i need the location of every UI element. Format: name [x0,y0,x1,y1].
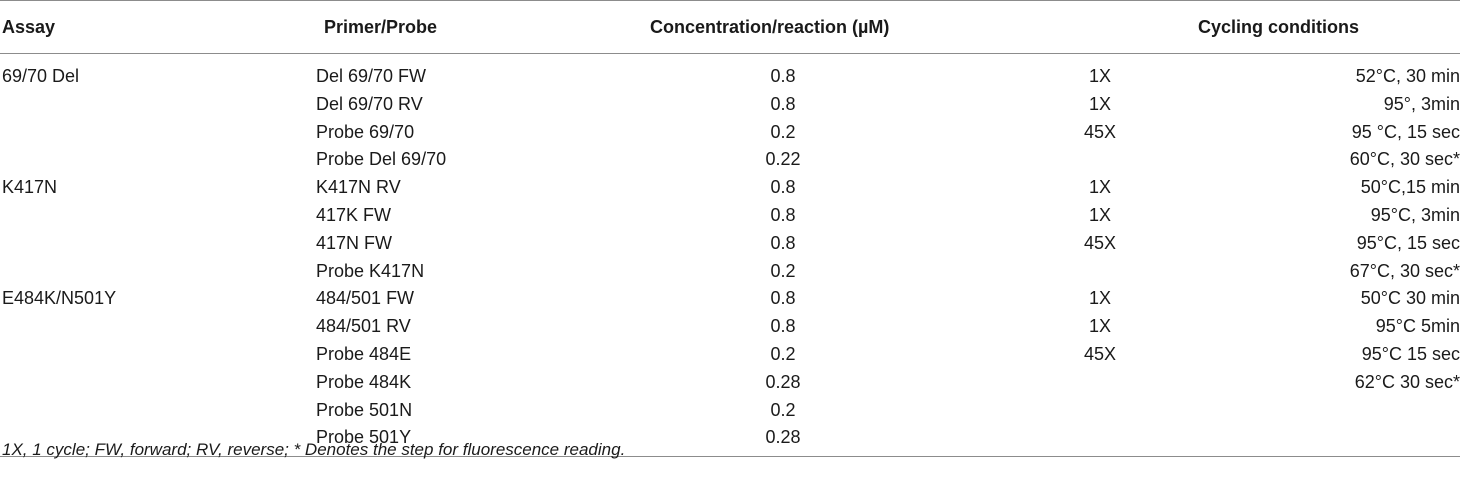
cell-primer-probe: Del 69/70 FW [316,66,427,86]
cell-concentration: 0.2 [770,399,796,420]
cell-cycles: 1X [1088,288,1112,309]
cell-primer-probe: Probe 484K [316,371,412,392]
cell-condition: 95°C 15 sec [1361,344,1460,364]
top-rule [0,0,1460,1]
cell-cycles: 1X [1088,205,1112,225]
cell-concentration: 0.22 [765,149,801,170]
header-assay: Assay [2,17,56,37]
cell-concentration: 0.8 [770,66,796,86]
cell-condition: 95°C, 15 sec [1356,232,1460,253]
cell-concentration: 0.8 [770,232,796,253]
cell-condition: 62°C 30 sec* [1354,371,1460,392]
cell-primer-probe: Probe Del 69/70 [316,149,447,170]
cell-cycles: 45X [1083,121,1117,142]
cell-primer-probe: 484/501 FW [316,288,415,309]
cell-concentration: 0.8 [770,177,796,198]
cell-primer-probe: 417K FW [316,205,392,225]
cell-concentration: 0.2 [770,344,796,364]
cell-condition: 50°C 30 min [1360,288,1460,309]
cell-concentration: 0.2 [770,260,796,281]
table-footnote: 1X, 1 cycle; FW, forward; RV, reverse; *… [2,440,626,459]
cell-condition: 95°C 5min [1375,316,1460,337]
cell-concentration: 0.8 [770,205,796,225]
cell-condition: 60°C, 30 sec* [1349,149,1460,170]
cell-primer-probe: 417N FW [316,232,393,253]
cell-primer-probe: K417N RV [316,177,401,198]
header-concentration: Concentration/reaction (µM) [650,17,890,37]
cell-cycles: 1X [1088,177,1112,198]
header-cycling-conditions: Cycling conditions [1198,17,1360,37]
cell-concentration: 0.2 [770,121,796,142]
cell-cycles: 1X [1088,93,1112,114]
cell-assay: 69/70 Del [2,66,80,86]
cell-condition: 95 °C, 15 sec [1351,121,1460,142]
cell-primer-probe: Probe K417N [316,260,425,281]
cell-assay: E484K/N501Y [2,288,117,309]
cell-primer-probe: Probe 69/70 [316,121,415,142]
cell-primer-probe: Probe 484E [316,344,412,364]
cell-cycles: 1X [1088,66,1112,86]
cell-primer-probe: Probe 501N [316,399,413,420]
cell-concentration: 0.28 [765,371,801,392]
cell-concentration: 0.8 [770,316,796,337]
cell-primer-probe: 484/501 RV [316,316,411,337]
cell-condition: 52°C, 30 min [1355,66,1460,86]
cell-condition: 95°C, 3min [1370,205,1460,225]
cell-condition: 67°C, 30 sec* [1349,260,1460,281]
cell-concentration: 0.8 [770,93,796,114]
cell-assay: K417N [2,177,58,198]
cell-primer-probe: Probe 501Y [316,427,412,448]
cell-condition: 95°, 3min [1383,93,1460,114]
header-primer-probe: Primer/Probe [324,17,438,37]
header-rule [0,53,1460,54]
cell-concentration: 0.8 [770,288,796,309]
cell-condition: 50°C,15 min [1360,177,1460,198]
bottom-rule [0,456,1460,457]
cell-concentration: 0.28 [765,427,801,448]
cell-cycles: 45X [1083,232,1117,253]
cell-cycles: 45X [1083,344,1117,364]
cell-cycles: 1X [1088,316,1112,337]
cell-primer-probe: Del 69/70 RV [316,93,423,114]
